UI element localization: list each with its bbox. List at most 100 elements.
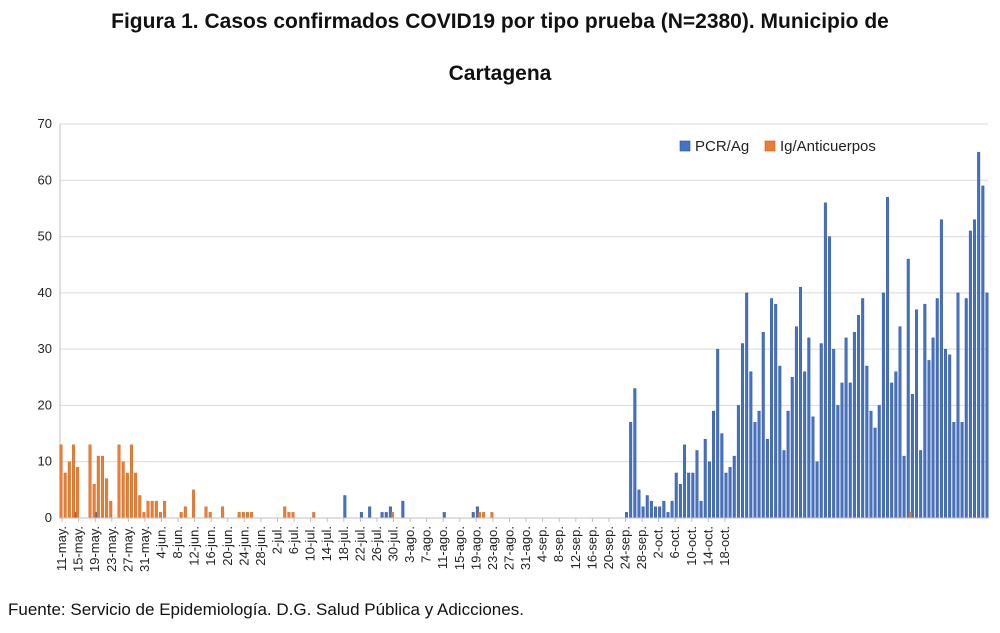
x-tick-label: 19-ago. (468, 526, 483, 570)
bar (343, 495, 347, 519)
bar (852, 332, 856, 519)
bar (105, 478, 109, 519)
bar (799, 287, 803, 519)
bar (129, 444, 133, 519)
chart-title-line1: Figura 1. Casos confirmados COVID19 por … (111, 10, 889, 33)
x-tick-label: 23-ago. (485, 526, 500, 570)
bar (944, 348, 948, 519)
bar (482, 512, 486, 519)
bar (857, 315, 861, 519)
bar-chart: 0 10 20 30 40 50 60 70 11-may. 15-may. 19-may. 23-m… (38, 116, 989, 572)
bar (786, 410, 790, 519)
bar (204, 506, 208, 519)
bar (948, 354, 952, 519)
bar (815, 461, 819, 519)
bar (745, 292, 749, 519)
bar (641, 506, 645, 519)
bar (724, 472, 728, 519)
bar (117, 444, 121, 519)
bar (881, 292, 885, 519)
bar (736, 405, 740, 519)
bar (728, 467, 732, 519)
bar (312, 512, 316, 519)
bar (861, 298, 865, 519)
bar (923, 303, 927, 519)
y-tick-label: 0 (45, 510, 52, 525)
bar (109, 500, 113, 519)
bar (138, 495, 142, 519)
bar (774, 303, 778, 519)
x-tick-label: 2-jul. (270, 526, 285, 554)
bar (699, 500, 703, 519)
bar (150, 500, 154, 519)
bar (703, 439, 707, 519)
source-note: Fuente: Servicio de Epidemiología. D.G. … (8, 600, 524, 619)
bar (782, 450, 786, 519)
bar (241, 512, 245, 519)
bar (142, 512, 146, 519)
bar (894, 371, 898, 519)
x-tick-label: 28-sep. (634, 526, 649, 569)
bar (670, 500, 674, 519)
bar (939, 219, 943, 519)
bar (250, 512, 254, 519)
legend-label: Ig/Anticuerpos (780, 138, 876, 155)
bar (687, 472, 691, 519)
x-tick-label: 8-sep. (551, 526, 566, 562)
bar (645, 495, 649, 519)
bar (840, 382, 844, 519)
x-tick-label: 11-ago. (435, 526, 450, 569)
bar (977, 151, 981, 519)
x-tick-label: 6-oct. (667, 526, 682, 559)
bar (716, 348, 720, 519)
x-tick-label: 15-may. (71, 526, 86, 572)
x-tick-label: 20-jun. (220, 526, 235, 566)
bar (283, 506, 287, 519)
bar (964, 298, 968, 519)
bar (765, 439, 769, 519)
bar (666, 512, 670, 519)
bar (125, 472, 129, 519)
x-tick-label: 8-jun. (170, 526, 185, 559)
y-tick-label: 20 (38, 397, 52, 412)
bar (898, 326, 902, 519)
bar (163, 500, 167, 519)
bar (471, 512, 475, 519)
bar (902, 455, 906, 519)
bar (384, 512, 388, 519)
x-tick-label: 14-oct. (700, 526, 715, 566)
bar (865, 365, 869, 519)
bar (836, 405, 840, 519)
bar (803, 371, 807, 519)
bar (649, 500, 653, 519)
x-tick-label: 14-jul. (319, 526, 334, 561)
bar (828, 236, 832, 519)
bar (973, 219, 977, 519)
bar (625, 512, 629, 519)
y-tick-label: 10 (38, 454, 52, 469)
bar (960, 422, 964, 519)
x-tick-label: 20-sep. (601, 526, 616, 569)
bar (741, 343, 745, 519)
bar (633, 388, 637, 519)
bar (919, 450, 923, 519)
x-tick-label: 16-sep. (584, 526, 599, 569)
bar (96, 455, 100, 519)
bar (869, 410, 873, 519)
bar (915, 309, 919, 519)
bar (158, 512, 162, 519)
bar (910, 393, 914, 519)
bar (927, 360, 931, 519)
x-tick-label: 28-jun. (253, 526, 268, 566)
bar (981, 185, 985, 519)
bar (100, 455, 104, 519)
x-tick-label: 6-jul. (286, 526, 301, 554)
bar (629, 422, 633, 519)
x-tick-label: 19-may. (87, 526, 102, 572)
x-tick-label: 24-sep. (618, 526, 633, 569)
bar (886, 196, 890, 519)
x-tick-label: 15-ago. (452, 526, 467, 570)
bar (753, 422, 757, 519)
bar (179, 512, 183, 519)
legend-swatch (679, 140, 691, 152)
